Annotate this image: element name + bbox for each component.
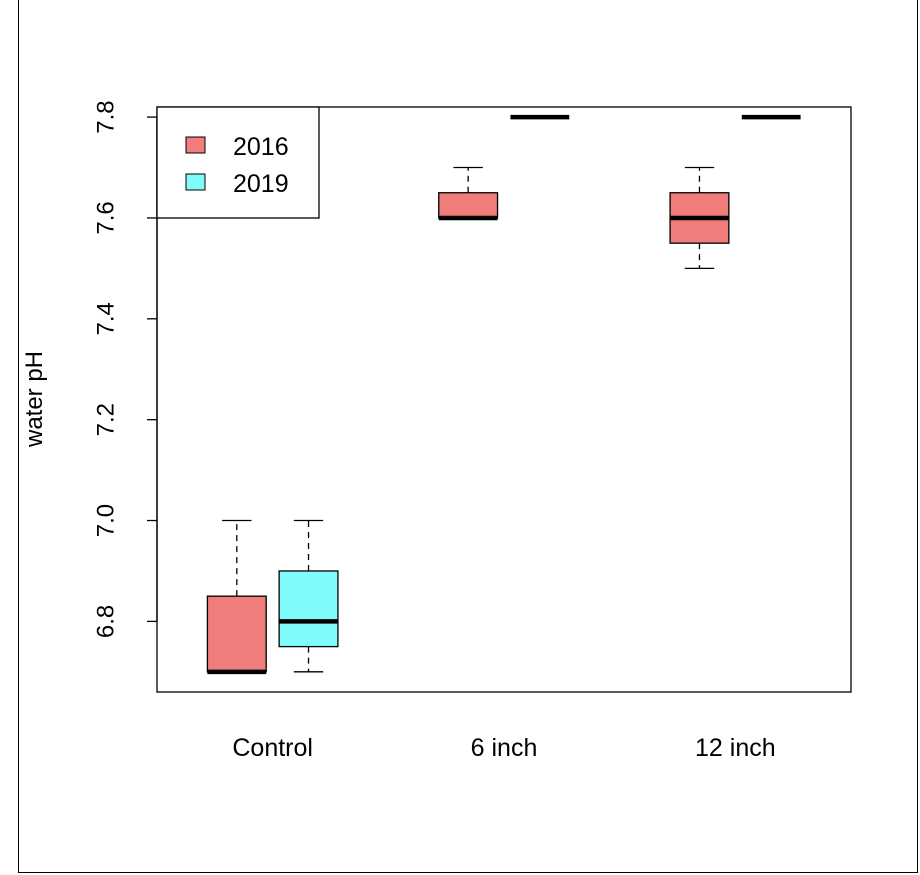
box-body [206, 595, 267, 673]
legend-label-2019: 2019 [233, 170, 289, 198]
x-axis: Control 6 inch 12 inch [232, 734, 775, 762]
x-tick-label-1: 6 inch [471, 734, 538, 762]
legend-swatch-2016 [185, 136, 206, 154]
box-1-0 [278, 519, 339, 673]
box-0-2 [669, 166, 730, 270]
y-axis-label: water pH [21, 351, 48, 448]
y-tick-label-1: 7.0 [92, 504, 119, 537]
legend: 2016 2019 [156, 106, 320, 219]
y-tick-label-2: 7.2 [92, 403, 119, 436]
x-tick-label-2: 12 inch [695, 734, 776, 762]
legend-swatch-2019 [185, 173, 206, 191]
y-tick-label-0: 6.8 [92, 605, 119, 638]
legend-label-2016: 2016 [233, 133, 289, 161]
box-body [438, 192, 499, 219]
boxes [206, 114, 801, 675]
y-axis: 6.8 7.0 7.2 7.4 7.6 7.8 [92, 100, 158, 638]
x-tick-label-0: Control [232, 734, 313, 762]
box-0-0 [206, 519, 267, 675]
y-tick-label-4: 7.6 [92, 201, 119, 234]
y-tick-label-3: 7.4 [92, 302, 119, 335]
y-tick-label-5: 7.8 [92, 100, 119, 133]
figure-frame [18, 0, 918, 873]
legend-box [156, 106, 320, 219]
box-body [278, 570, 339, 648]
box-0-1 [438, 166, 499, 221]
